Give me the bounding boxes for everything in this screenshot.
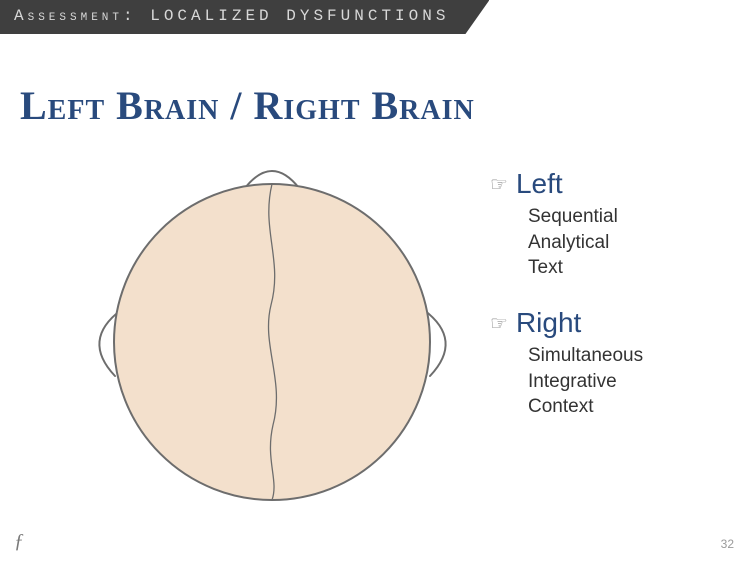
page-number: 32: [721, 537, 734, 551]
list-item: Analytical: [528, 230, 730, 256]
banner-rest: LOCALIZED DYSFUNCTIONS: [137, 7, 450, 25]
section-heading-right: ☞ Right: [490, 307, 730, 339]
section-left: ☞ Left Sequential Analytical Text: [490, 168, 730, 281]
head-circle: [114, 184, 430, 500]
brain-lists: ☞ Left Sequential Analytical Text ☞ Righ…: [490, 168, 730, 446]
slide-title: Left Brain / Right Brain: [20, 82, 475, 129]
list-item: Integrative: [528, 369, 730, 395]
head-svg: [75, 150, 470, 510]
pointing-hand-icon: ☞: [490, 173, 508, 195]
section-heading-label: Right: [516, 307, 581, 339]
section-banner: Assessment: LOCALIZED DYSFUNCTIONS: [0, 0, 489, 34]
banner-prefix: Assessment:: [14, 7, 137, 25]
footer-glyph: ƒ: [14, 530, 24, 553]
section-items-left: Sequential Analytical Text: [528, 204, 730, 281]
section-heading-label: Left: [516, 168, 563, 200]
list-item: Simultaneous: [528, 343, 730, 369]
section-heading-left: ☞ Left: [490, 168, 730, 200]
list-item: Sequential: [528, 204, 730, 230]
section-items-right: Simultaneous Integrative Context: [528, 343, 730, 420]
section-right: ☞ Right Simultaneous Integrative Context: [490, 307, 730, 420]
head-diagram: [75, 150, 470, 510]
slide: Assessment: LOCALIZED DYSFUNCTIONS Left …: [0, 0, 750, 563]
list-item: Context: [528, 394, 730, 420]
pointing-hand-icon: ☞: [490, 312, 508, 334]
list-item: Text: [528, 255, 730, 281]
